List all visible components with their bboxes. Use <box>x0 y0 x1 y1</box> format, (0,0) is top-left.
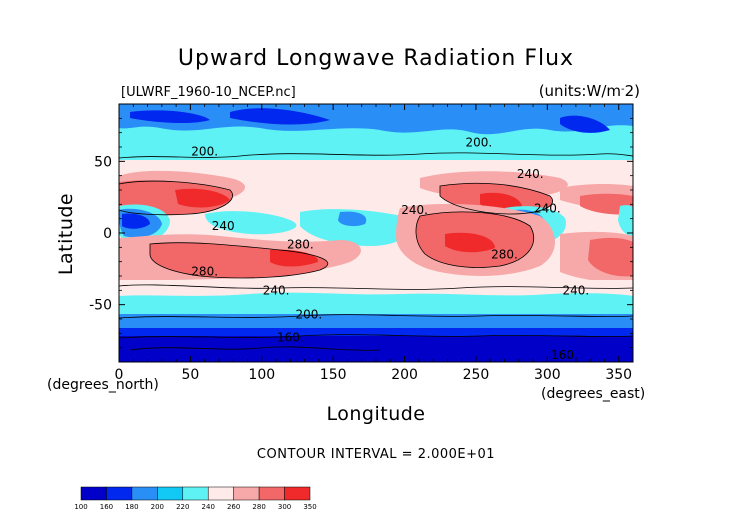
field-lightblue-south <box>119 314 633 330</box>
contour-line <box>415 211 535 268</box>
colorbar-swatch <box>80 486 107 501</box>
colorbar: 100 160 180 200 220 240 260 280 300 350 <box>74 486 317 511</box>
contour-line <box>439 182 553 215</box>
field-blue-north <box>130 108 610 133</box>
contour-label: 160. <box>551 348 578 362</box>
colorbar-swatch <box>131 486 158 501</box>
contour-line <box>119 314 633 319</box>
y-axis: -50 0 50 <box>89 117 633 349</box>
heatmap-plot-area: 200. 200. 240. 240. 240. 240 280. 280. 280. 240. 2… <box>119 104 633 362</box>
x-tick-label: 50 <box>181 367 199 383</box>
colorbar-swatch <box>233 486 260 501</box>
field-cyan-band-north <box>119 146 633 162</box>
y-tick-label: 0 <box>103 226 112 242</box>
x-tick-label: 100 <box>248 367 275 383</box>
colorbar-tick-label: 300 <box>278 503 291 511</box>
contour-line <box>119 152 633 159</box>
colorbar-tick-label: 220 <box>176 503 189 511</box>
contour-line <box>119 284 633 290</box>
y-tick-label: 50 <box>94 154 112 170</box>
contour-label: 160. <box>277 331 304 345</box>
x-tick-label: 150 <box>320 367 347 383</box>
colorbar-swatch <box>182 486 209 501</box>
contour-line <box>149 242 329 279</box>
contour-line <box>129 346 381 351</box>
contour-interval-text: CONTOUR INTERVAL = 2.000E+01 <box>257 447 495 462</box>
x-tick-label: 200 <box>391 367 418 383</box>
colorbar-tick-label: 160 <box>100 503 113 511</box>
x-axis-label: Longitude <box>327 403 426 425</box>
field-blue-south <box>119 328 633 338</box>
colorbar-tick-label: 180 <box>125 503 138 511</box>
colorbar-swatch <box>207 486 234 501</box>
colorbar-tick-label: 350 <box>303 503 316 511</box>
x-axis-unit-label: (degrees_east) <box>541 386 645 402</box>
colorbar-tick-label: 100 <box>74 503 87 511</box>
colorbar-tick-label: 200 <box>151 503 164 511</box>
field-cyan-equator <box>119 204 633 246</box>
colorbar-swatch <box>258 486 285 501</box>
x-tick-label: 0 <box>115 367 124 383</box>
contour-label: 200. <box>296 308 323 322</box>
field-pink-north <box>119 170 633 211</box>
contour-label: 280. <box>491 248 518 262</box>
x-tick-label: 350 <box>605 367 632 383</box>
x-tick-label: 300 <box>534 367 561 383</box>
contour-label: 240. <box>401 203 428 217</box>
contour-line <box>119 334 633 339</box>
field-darkred-north <box>175 188 522 211</box>
contour-label: 280. <box>191 265 218 279</box>
contour-label: 240. <box>263 283 290 297</box>
field-cyan-south <box>119 292 633 316</box>
colorbar-swatch <box>284 486 311 501</box>
contour-label: 200. <box>465 136 492 150</box>
contour-label: 240. <box>517 167 544 181</box>
colorbar-tick-label: 260 <box>227 503 240 511</box>
colorbar-tick-label: 280 <box>252 503 265 511</box>
colorbar-swatch <box>157 486 184 501</box>
y-tick-label: -50 <box>89 298 112 314</box>
field-darkred-south <box>270 232 495 267</box>
y-axis-unit-label: (degrees_north) <box>47 377 159 393</box>
contour-label: 240. <box>563 283 590 297</box>
contour-label: 240. <box>534 202 561 216</box>
contour-label: 240 <box>212 219 235 233</box>
units-label: (units:W/m-2) <box>539 82 640 100</box>
chart-title: Upward Longwave Radiation Flux <box>178 46 574 71</box>
source-file-label: [ULWRF_1960-10_NCEP.nc] <box>121 85 296 100</box>
colorbar-tick-label: 240 <box>202 503 215 511</box>
x-axis: 0 50 100 150 200 250 300 350 <box>115 104 632 383</box>
colorbar-swatch <box>106 486 133 501</box>
y-axis-label: Latitude <box>55 193 77 275</box>
contour-label-layer: 200. 200. 240. 240. 240. 240 280. 280. 280. 240. 2… <box>191 136 589 362</box>
contour-label: 280. <box>287 237 314 251</box>
contour-line <box>119 180 233 216</box>
contour-lines <box>119 152 633 351</box>
contour-label: 200. <box>191 144 218 158</box>
x-tick-label: 250 <box>463 367 490 383</box>
